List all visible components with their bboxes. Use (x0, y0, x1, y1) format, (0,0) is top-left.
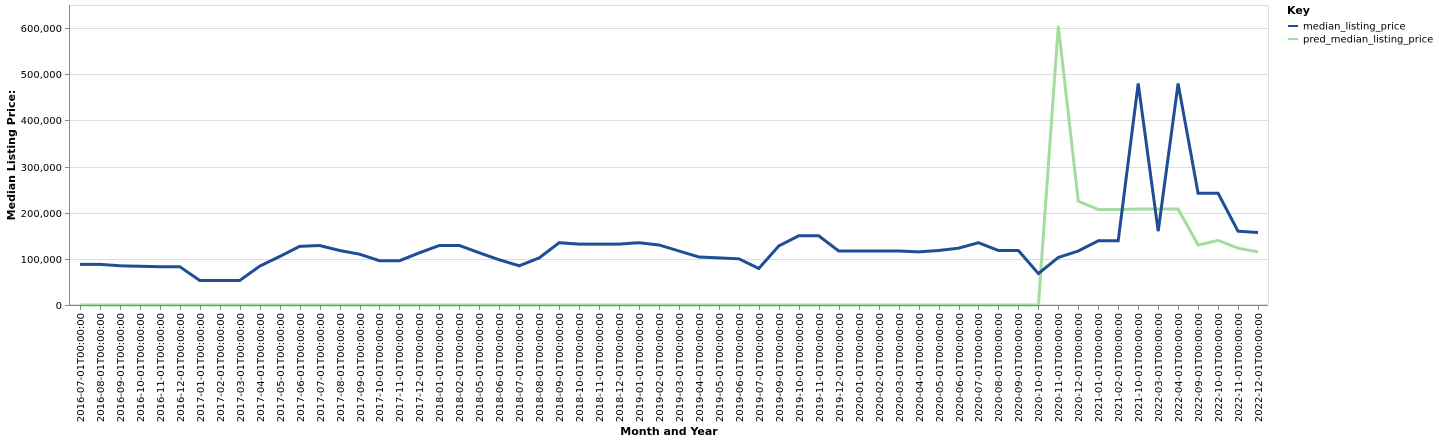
gridlines (70, 28, 1268, 260)
x-tick-label: 2018-01-01T00:00:00 (435, 313, 446, 422)
x-tick-label: 2022-10-01T00:00:00 (1214, 313, 1225, 422)
y-tick-label: 400,000 (21, 116, 62, 127)
series-lines (80, 25, 1259, 307)
x-tick-label: 2019-06-01T00:00:00 (735, 313, 746, 422)
x-tick-label: 2019-10-01T00:00:00 (795, 313, 806, 422)
x-tick-label: 2017-02-01T00:00:00 (216, 313, 227, 422)
x-tick-label: 2021-10-01T00:00:00 (1134, 313, 1145, 422)
x-tick-label: 2019-09-01T00:00:00 (775, 313, 786, 422)
x-tick-label: 2020-07-01T00:00:00 (974, 313, 985, 422)
x-tick-label: 2016-09-01T00:00:00 (116, 313, 127, 422)
x-tick-label: 2019-11-01T00:00:00 (815, 313, 826, 422)
x-tick-label: 2020-03-01T00:00:00 (895, 313, 906, 422)
x-tick-label: 2017-01-01T00:00:00 (196, 313, 207, 422)
x-tick-label: 2017-06-01T00:00:00 (296, 313, 307, 422)
x-tick-label: 2016-08-01T00:00:00 (96, 313, 107, 422)
y-tick-label: 0 (56, 301, 62, 312)
x-tick-label: 2022-03-01T00:00:00 (1154, 313, 1165, 422)
x-tick-label: 2022-11-01T00:00:00 (1234, 313, 1245, 422)
x-tick-label: 2019-01-01T00:00:00 (635, 313, 646, 422)
x-tick-label: 2017-07-01T00:00:00 (316, 313, 327, 422)
x-axis-title: Month and Year (620, 425, 718, 438)
x-tick-label: 2017-05-01T00:00:00 (276, 313, 287, 422)
y-tick-label: 300,000 (21, 163, 62, 174)
x-tick-label: 2020-10-01T00:00:00 (1034, 313, 1045, 422)
x-tick-label: 2016-10-01T00:00:00 (136, 313, 147, 422)
x-tick-label: 2019-07-01T00:00:00 (755, 313, 766, 422)
x-tick-label: 2020-05-01T00:00:00 (935, 313, 946, 422)
x-tick-label: 2019-12-01T00:00:00 (835, 313, 846, 422)
x-tick-label: 2018-09-01T00:00:00 (555, 313, 566, 422)
series-line-pred-median-listing-price (80, 25, 1259, 307)
x-tick-label: 2017-04-01T00:00:00 (256, 313, 267, 422)
axes (65, 5, 1268, 310)
x-tick-label: 2022-04-01T00:00:00 (1174, 313, 1185, 422)
x-tick-label: 2018-06-01T00:00:00 (495, 313, 506, 422)
x-tick-label: 2019-05-01T00:00:00 (715, 313, 726, 422)
x-tick-label: 2021-02-01T00:00:00 (1114, 313, 1125, 422)
legend: Key median_listing_price pred_median_list… (1287, 4, 1433, 46)
legend-label: median_listing_price (1303, 22, 1406, 33)
x-tick-label: 2020-04-01T00:00:00 (915, 313, 926, 422)
x-tick-label: 2022-09-01T00:00:00 (1194, 313, 1205, 422)
y-axis-title: Median Listing Price: (5, 90, 18, 221)
y-axis-tick-labels: 0 100,000 200,000 300,000 400,000 500,000 600,… (21, 24, 62, 312)
y-tick-label: 100,000 (21, 255, 62, 266)
x-tick-label: 2017-12-01T00:00:00 (415, 313, 426, 422)
x-tick-label: 2018-11-01T00:00:00 (595, 313, 606, 422)
x-tick-label: 2017-10-01T00:00:00 (375, 313, 386, 422)
x-tick-label: 2017-11-01T00:00:00 (395, 313, 406, 422)
x-tick-label: 2019-04-01T00:00:00 (695, 313, 706, 422)
series-line-median-listing-price (80, 83, 1259, 282)
x-tick-label: 2019-02-01T00:00:00 (655, 313, 666, 422)
x-tick-label: 2016-11-01T00:00:00 (156, 313, 167, 422)
y-tick-label: 500,000 (21, 70, 62, 81)
y-tick-label: 200,000 (21, 209, 62, 220)
x-tick-label: 2018-02-01T00:00:00 (455, 313, 466, 422)
legend-label: pred_median_listing_price (1303, 35, 1433, 46)
x-tick-label: 2021-01-01T00:00:00 (1094, 313, 1105, 422)
x-axis-tick-labels: 2016-07-01T00:00:00 2016-08-01T00:00:00 20… (76, 313, 1265, 422)
x-tick-label: 2020-11-01T00:00:00 (1054, 313, 1065, 422)
x-tick-label: 2020-06-01T00:00:00 (955, 313, 966, 422)
x-tick-label: 2017-08-01T00:00:00 (336, 313, 347, 422)
x-tick-label: 2017-03-01T00:00:00 (236, 313, 247, 422)
x-tick-label: 2018-08-01T00:00:00 (535, 313, 546, 422)
x-tick-label: 2020-12-01T00:00:00 (1074, 313, 1085, 422)
x-tick-label: 2018-12-01T00:00:00 (615, 313, 626, 422)
x-tick-label: 2018-05-01T00:00:00 (475, 313, 486, 422)
x-tick-label: 2020-08-01T00:00:00 (994, 313, 1005, 422)
x-tick-label: 2020-09-01T00:00:00 (1014, 313, 1025, 422)
legend-title: Key (1287, 4, 1310, 17)
x-tick-label: 2018-10-01T00:00:00 (575, 313, 586, 422)
x-tick-label: 2016-12-01T00:00:00 (176, 313, 187, 422)
y-tick-label: 600,000 (21, 24, 62, 35)
x-tick-label: 2022-12-01T00:00:00 (1254, 313, 1265, 422)
x-tick-label: 2020-02-01T00:00:00 (875, 313, 886, 422)
x-tick-label: 2018-07-01T00:00:00 (515, 313, 526, 422)
x-tick-label: 2020-01-01T00:00:00 (855, 313, 866, 422)
x-tick-label: 2017-09-01T00:00:00 (356, 313, 367, 422)
x-tick-label: 2019-03-01T00:00:00 (675, 313, 686, 422)
x-tick-label: 2016-07-01T00:00:00 (76, 313, 87, 422)
